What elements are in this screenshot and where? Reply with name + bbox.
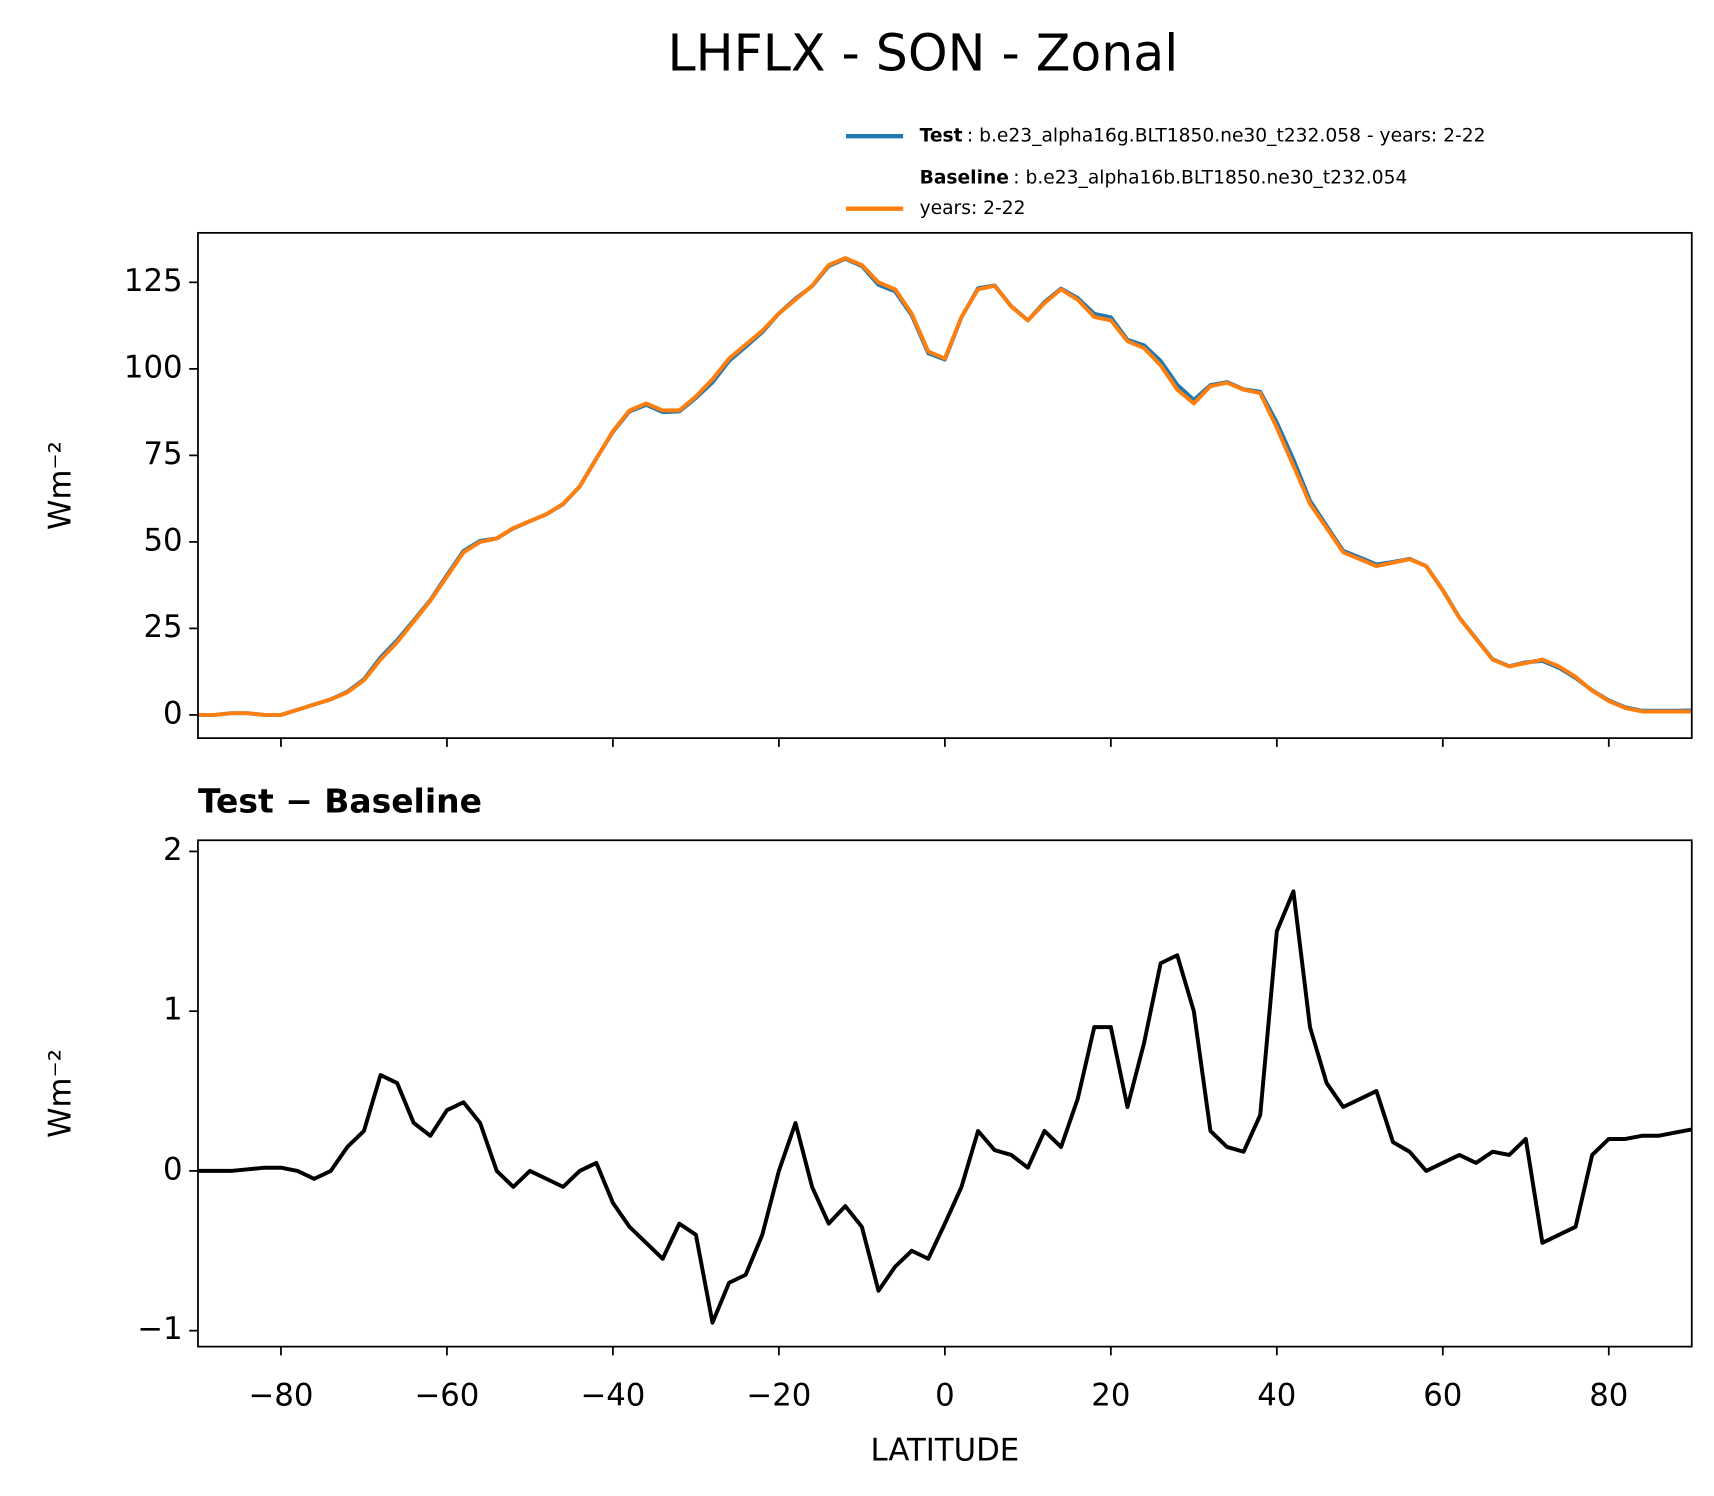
y-tick-label: 75 [143,436,182,472]
data-line [197,256,1692,717]
legend-description: years: 2-22 [920,198,1026,219]
y-tick-label: 125 [124,263,183,299]
x-tick-label: 0 [935,1378,955,1414]
x-tick-label: −40 [580,1378,645,1414]
x-tick-label: −60 [414,1378,479,1414]
x-axis-label: LATITUDE [870,1433,1019,1469]
y-tick-label: 1 [163,992,183,1028]
y-tick-label: −1 [137,1311,182,1347]
axes-frame [197,231,1693,739]
y-tick-label: 2 [163,832,183,868]
y-tick-label: 0 [163,695,183,731]
x-tick-label: 80 [1589,1378,1628,1414]
subplot-title: Test − Baseline [198,781,482,820]
figure-title: LHFLX - SON - Zonal [668,24,1179,83]
y-axis-label: Wm⁻² [42,441,78,530]
data-line [197,889,1693,1325]
legend-description: : b.e23_alpha16g.BLT1850.ne30_t232.058 -… [967,126,1486,147]
legend-name: Baseline [920,167,1009,188]
y-tick-label: 0 [163,1151,183,1187]
x-tick-label: −80 [249,1378,314,1414]
y-axis-label: Wm⁻² [42,1049,78,1138]
x-tick-label: 20 [1091,1378,1130,1414]
x-tick-label: 40 [1257,1378,1296,1414]
x-tick-label: −20 [746,1378,811,1414]
axes-frame [197,839,1693,1348]
legend-name: Test [920,126,963,147]
y-tick-label: 100 [124,349,183,385]
legend-description: : b.e23_alpha16b.BLT1850.ne30_t232.054 [1013,167,1407,188]
y-tick-label: 25 [143,609,182,645]
y-tick-label: 50 [143,522,182,558]
x-tick-label: 60 [1423,1378,1462,1414]
